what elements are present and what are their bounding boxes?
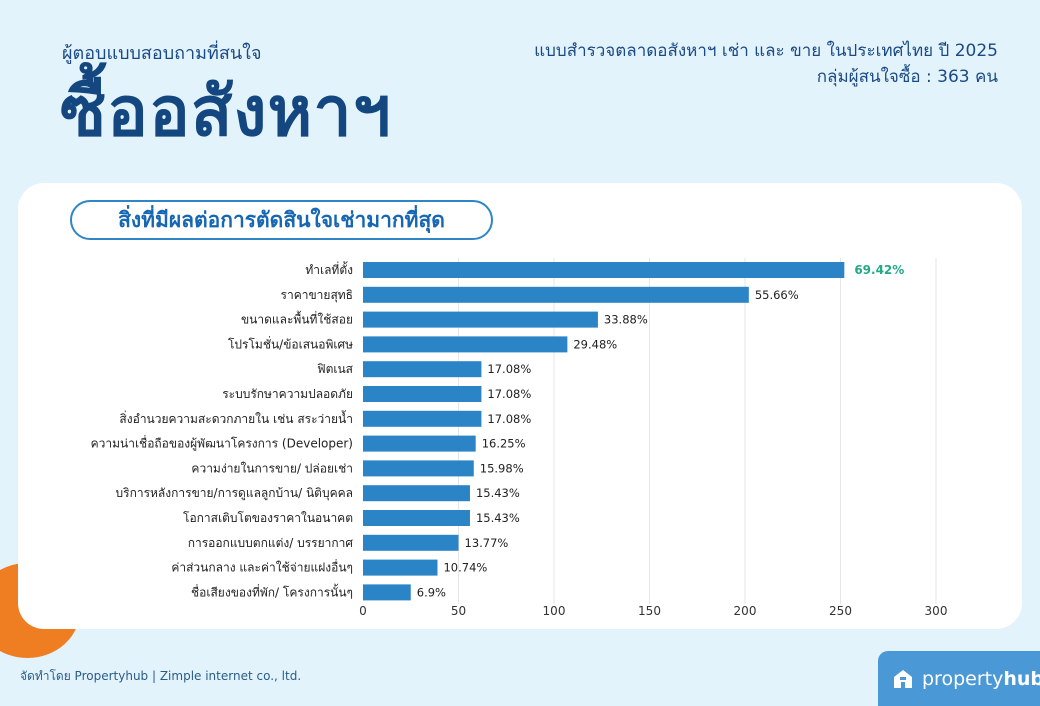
category-label: โอกาสเติบโตของราคาในอนาคต [183,511,353,525]
x-tick-label: 100 [543,604,566,618]
data-label: 13.77% [465,536,509,550]
page-title: ซื้ออสังหาฯ [60,73,392,152]
bar [363,262,845,278]
data-label: 33.88% [604,313,648,327]
data-label: 17.08% [487,412,531,426]
brand-name-light: property [922,667,1004,690]
x-tick-label: 150 [638,604,661,618]
bar [363,336,568,353]
bar [363,410,482,427]
data-label: 17.08% [487,387,531,401]
bar [363,435,476,452]
bar [363,460,474,477]
category-label: ความง่ายในการขาย/ ปล่อยเช่า [191,461,353,475]
data-label: 15.98% [480,461,524,475]
bar [363,559,438,576]
x-tick-label: 200 [734,604,757,618]
brand-name-bold: hub [1003,667,1040,690]
category-label: สิ่งอำนวยความสะดวกภายใน เช่น สระว่ายน้ำ [119,410,353,426]
bar [363,584,411,601]
x-tick-label: 0 [359,604,367,618]
bar [363,534,459,551]
survey-title: แบบสำรวจตลาดอสังหาฯ เช่า และ ขาย ในประเท… [534,41,998,61]
data-label: 15.43% [476,511,520,525]
category-label: ขนาดและพื้นที่ใช้สอย [241,311,353,327]
data-label: 6.9% [417,585,446,599]
category-label: ความน่าเชื่อถือของผู้พัฒนาโครงการ (Devel… [91,435,353,452]
bar [363,311,598,328]
x-tick-label: 50 [451,604,466,618]
category-label: การออกแบบตกแต่ง/ บรรยากาศ [188,536,354,550]
data-label: 16.25% [482,437,526,451]
bar [363,485,470,502]
category-label: ราคาขายสุทธิ [281,288,353,303]
chart-title: สิ่งที่มีผลต่อการตัดสินใจเช่ามากที่สุด [118,207,445,232]
data-label: 15.43% [476,486,520,500]
data-label: 55.66% [755,288,799,302]
chart-title-pill: สิ่งที่มีผลต่อการตัดสินใจเช่ามากที่สุด [70,200,493,240]
x-tick-label: 250 [829,604,852,618]
data-label: 17.08% [487,362,531,376]
category-label: บริการหลังการขาย/การดูแลลูกบ้าน/ นิติบุค… [116,486,354,501]
data-label: 69.42% [854,263,904,277]
brand-badge: propertyhub [878,651,1040,706]
category-label: ทำเลที่ตั้ง [305,261,353,277]
data-label: 29.48% [573,337,617,351]
x-tick-label: 300 [925,604,948,618]
bar [363,386,482,402]
group-label: กลุ่มผู้สนใจซื้อ : 363 คน [816,67,998,88]
bar [363,361,482,378]
brand-name: propertyhub [922,668,1040,690]
category-label: ระบบรักษาความปลอดภัย [222,387,353,401]
chart-card [18,183,1022,629]
category-label: ชื่อเสียงของที่พัก/ โครงการนั้นๆ [191,583,353,599]
category-label: ฟิตเนส [317,362,354,376]
propertyhub-logo-icon [894,669,912,688]
category-label: ค่าส่วนกลาง และค่าใช้จ่ายแฝงอื่นๆ [171,559,353,575]
survey-info: แบบสำรวจตลาดอสังหาฯ เช่า และ ขาย ในประเท… [534,38,998,91]
data-label: 10.74% [443,561,487,575]
respondent-label: ผู้ตอบแบบสอบถามที่สนใจ [62,43,262,64]
bar [363,286,749,303]
category-label: โปรโมชั่น/ข้อเสนอพิเศษ [228,335,353,351]
footer-credit: จัดทำโดย Propertyhub | Zimple internet c… [20,669,302,683]
bar [363,510,470,526]
